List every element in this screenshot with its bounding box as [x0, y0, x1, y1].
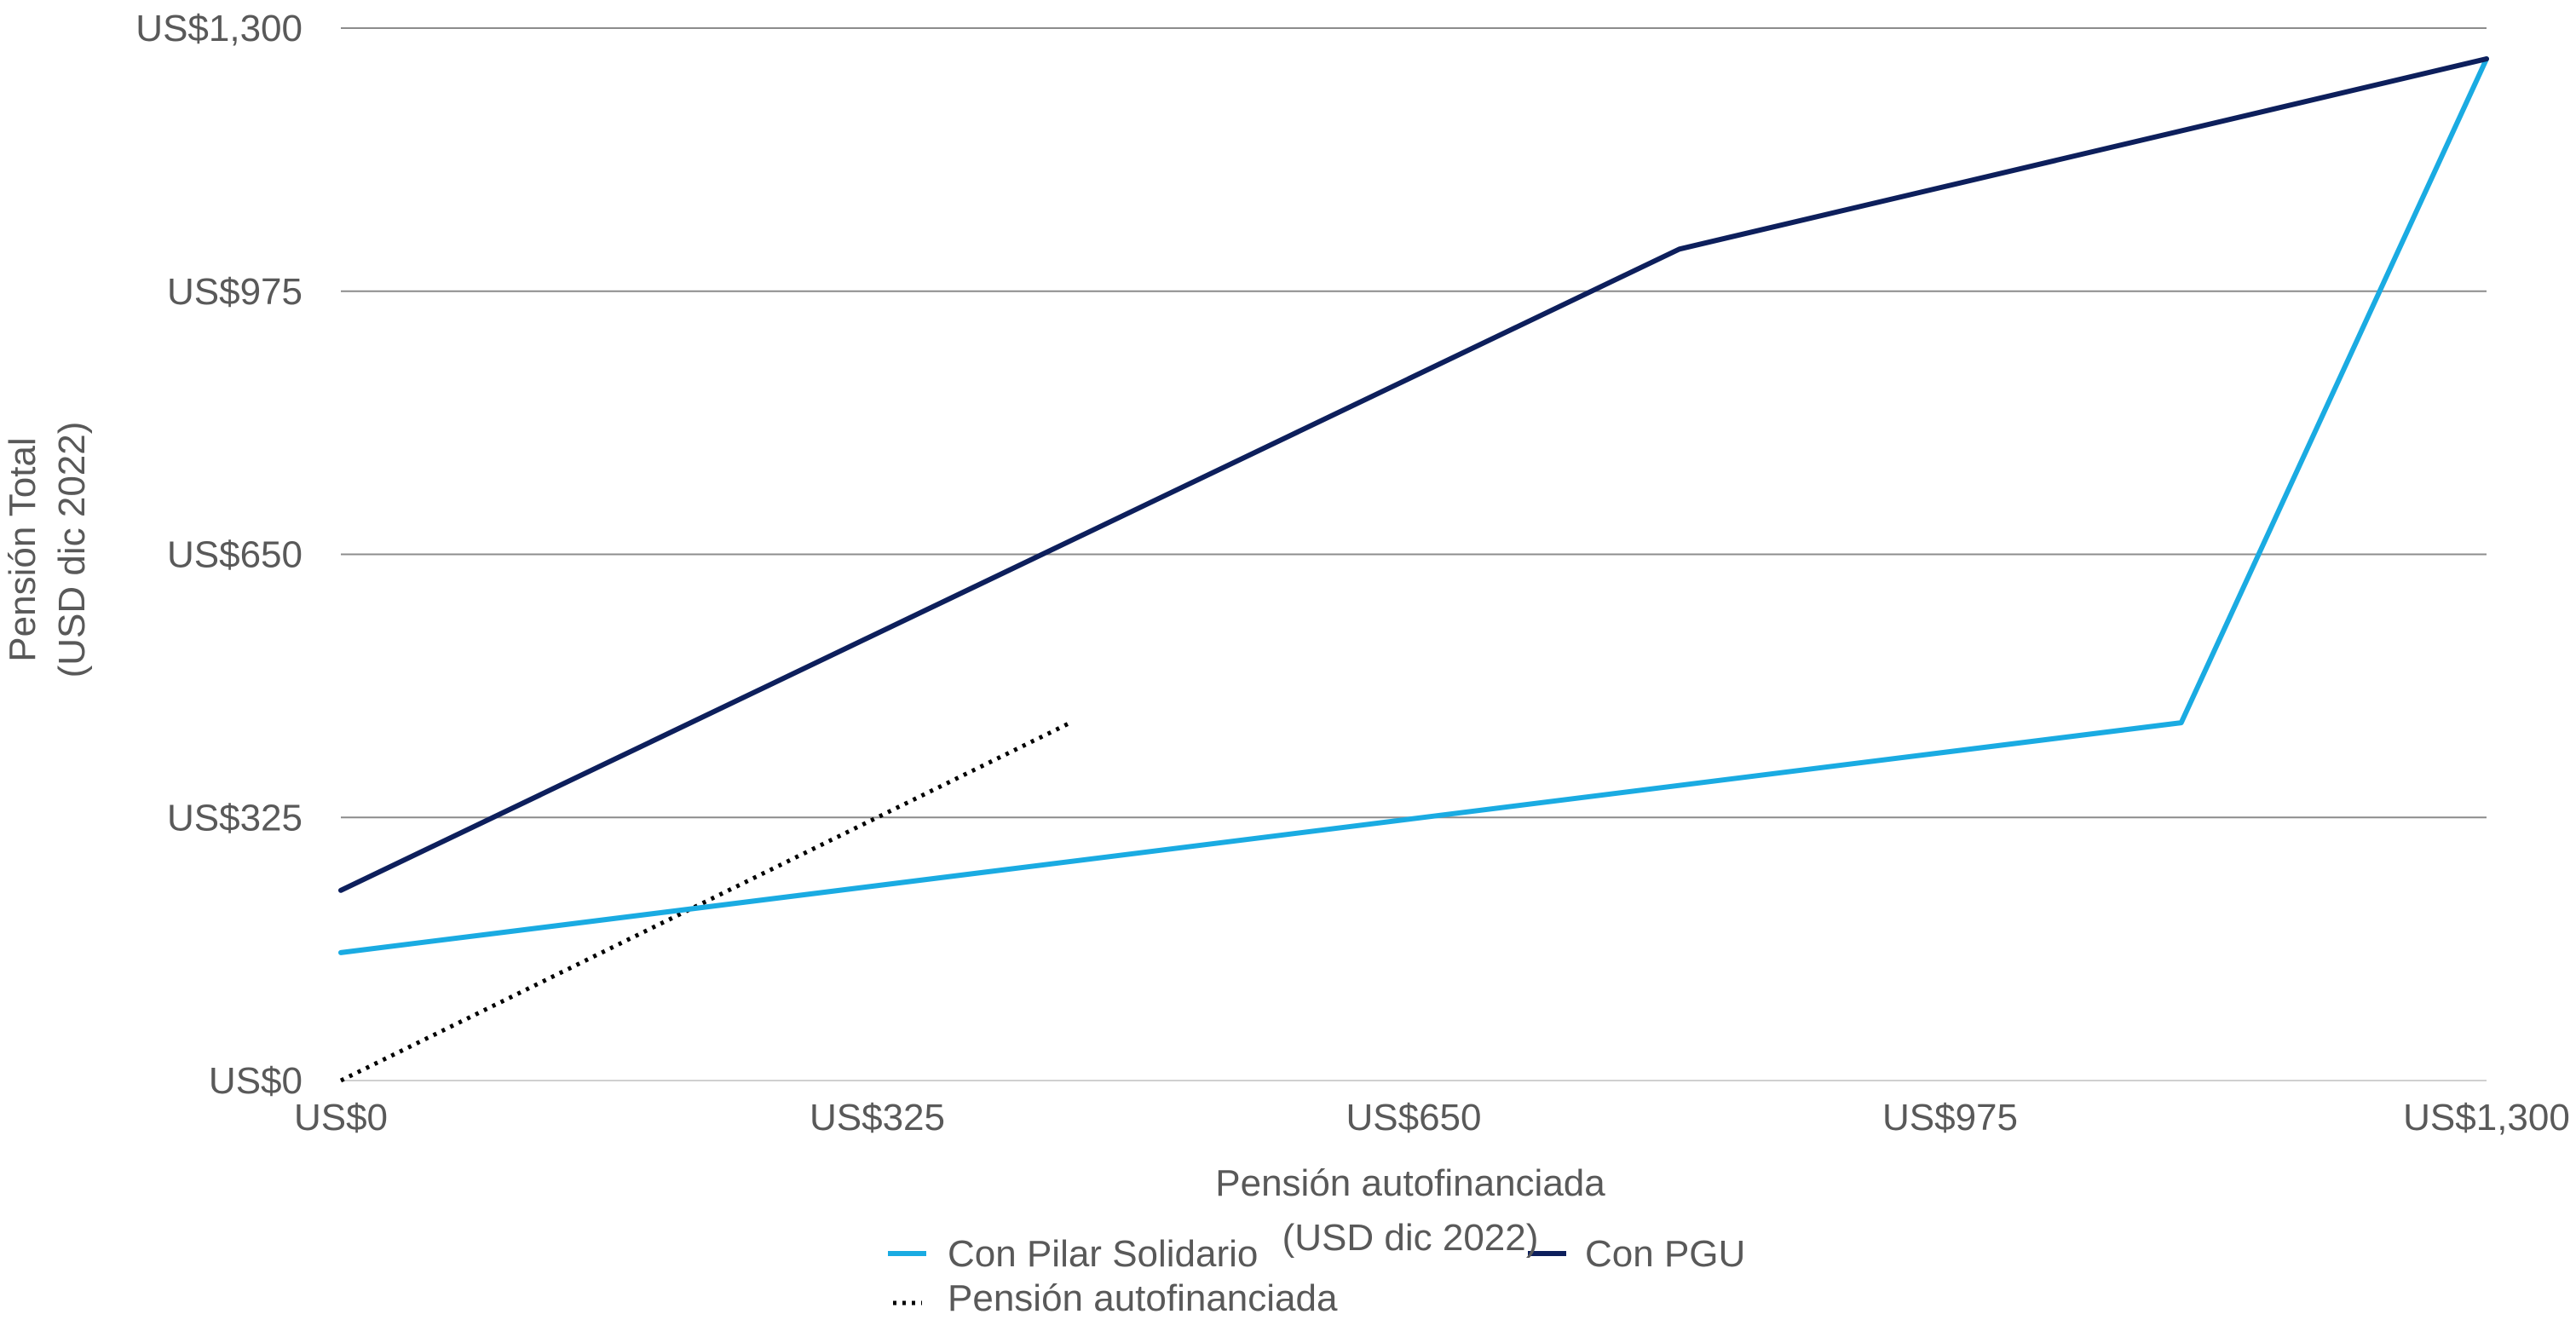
- legend-label-pension-autofinanciada: Pensión autofinanciada: [948, 1277, 1338, 1319]
- y-tick-labels: US$0 US$325 US$650 US$975 US$1,300: [135, 8, 303, 1102]
- series-lines: [338, 56, 2489, 1083]
- x-axis-title-line1: Pensión autofinanciada: [1215, 1162, 1605, 1204]
- y-tick-label-1: US$325: [167, 797, 303, 839]
- y-tick-label-0: US$0: [209, 1060, 303, 1102]
- series-line-pensi-n-autofinanciada: [339, 720, 1072, 1083]
- y-tick-label-3: US$975: [167, 271, 303, 313]
- legend: Con Pilar Solidario Con PGU Pensión auto…: [888, 1233, 1745, 1319]
- x-tick-label-3: US$975: [1882, 1097, 2018, 1138]
- x-tick-label-2: US$650: [1346, 1097, 1481, 1138]
- y-axis-title-line1: Pensión Total: [2, 437, 43, 661]
- x-tick-labels: US$0 US$325 US$650 US$975 US$1,300: [294, 1097, 2570, 1138]
- y-tick-label-4: US$1,300: [135, 8, 303, 49]
- series-line-con-pilar-solidario: [338, 56, 2489, 955]
- series-line-con-pgu: [338, 56, 2489, 893]
- y-tick-label-2: US$650: [167, 534, 303, 576]
- legend-label-con-pilar-solidario: Con Pilar Solidario: [948, 1233, 1258, 1275]
- x-axis-title-line2: (USD dic 2022): [1282, 1217, 1539, 1259]
- x-tick-label-0: US$0: [294, 1097, 388, 1138]
- legend-label-con-pgu: Con PGU: [1585, 1233, 1745, 1275]
- x-tick-label-4: US$1,300: [2403, 1097, 2570, 1138]
- y-axis-title-line2: (USD dic 2022): [51, 422, 93, 678]
- grid-lines: [341, 27, 2487, 819]
- x-tick-label-1: US$325: [810, 1097, 945, 1138]
